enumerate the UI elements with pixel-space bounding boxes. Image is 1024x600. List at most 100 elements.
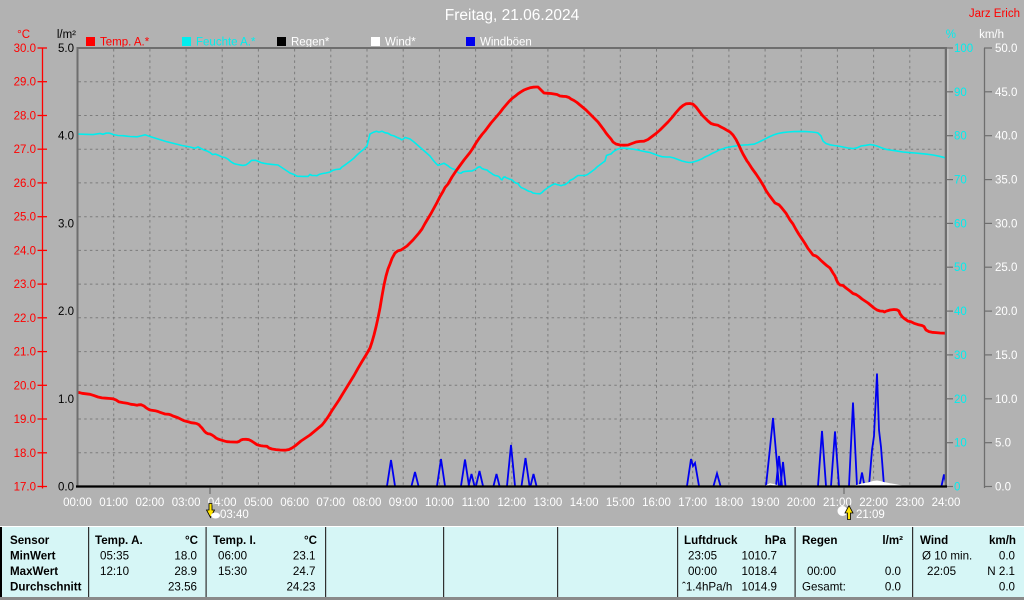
svg-text:l/m²: l/m² [882, 534, 903, 547]
svg-text:13:00: 13:00 [534, 497, 563, 509]
svg-text:28.9: 28.9 [174, 565, 197, 578]
svg-text:4.0: 4.0 [58, 131, 74, 143]
svg-text:17.0: 17.0 [14, 482, 36, 494]
svg-text:90: 90 [954, 87, 967, 99]
svg-text:24.0: 24.0 [14, 245, 36, 257]
svg-text:°C: °C [185, 534, 199, 547]
svg-text:Temp. I.: Temp. I. [213, 534, 256, 547]
svg-text:70: 70 [954, 175, 967, 187]
svg-text:%: % [946, 29, 956, 41]
svg-text:hPa: hPa [765, 534, 787, 547]
svg-text:22:00: 22:00 [859, 497, 888, 509]
svg-text:21:00: 21:00 [823, 497, 852, 509]
svg-text:0.0: 0.0 [885, 581, 901, 594]
svg-text:Sensor: Sensor [10, 534, 50, 547]
svg-text:0.0: 0.0 [999, 581, 1015, 594]
svg-text:Gesamt:: Gesamt: [802, 581, 846, 594]
svg-text:Ø 10 min.: Ø 10 min. [922, 550, 972, 563]
svg-text:10: 10 [954, 438, 967, 450]
svg-text:23.1: 23.1 [293, 550, 316, 563]
svg-text:Temp. A.*: Temp. A.* [100, 37, 150, 49]
svg-text:0: 0 [954, 482, 960, 494]
svg-text:06:00: 06:00 [218, 550, 247, 563]
svg-text:0.0: 0.0 [995, 482, 1011, 494]
svg-text:24.7: 24.7 [293, 565, 316, 578]
svg-text:28.0: 28.0 [14, 111, 36, 123]
svg-text:18.0: 18.0 [14, 448, 36, 460]
svg-text:N 2.1: N 2.1 [987, 565, 1015, 578]
svg-text:1010.7: 1010.7 [742, 550, 777, 563]
svg-text:23.56: 23.56 [168, 581, 197, 594]
svg-text:°C: °C [17, 29, 30, 41]
svg-text:05:35: 05:35 [100, 550, 129, 563]
svg-text:15:00: 15:00 [606, 497, 635, 509]
svg-text:17:00: 17:00 [678, 497, 707, 509]
svg-text:20.0: 20.0 [14, 380, 36, 392]
svg-text:35.0: 35.0 [995, 175, 1017, 187]
svg-text:20:00: 20:00 [787, 497, 816, 509]
svg-text:23:00: 23:00 [895, 497, 924, 509]
svg-text:26.0: 26.0 [14, 178, 36, 190]
svg-text:23:05: 23:05 [688, 550, 717, 563]
svg-text:21.0: 21.0 [14, 347, 36, 359]
svg-text:16:00: 16:00 [642, 497, 671, 509]
svg-text:30.0: 30.0 [14, 43, 36, 55]
svg-text:12:10: 12:10 [100, 565, 129, 578]
svg-text:1.0: 1.0 [58, 394, 74, 406]
svg-text:Jarz Erich: Jarz Erich [969, 8, 1020, 20]
svg-text:40: 40 [954, 306, 967, 318]
svg-text:100: 100 [954, 43, 973, 55]
svg-text:0.0: 0.0 [999, 550, 1015, 563]
svg-text:Luftdruck: Luftdruck [684, 534, 738, 547]
svg-text:24.23: 24.23 [286, 581, 315, 594]
svg-text:50.0: 50.0 [995, 43, 1017, 55]
svg-text:Feuchte A.*: Feuchte A.* [196, 37, 256, 49]
svg-text:l/m²: l/m² [57, 29, 76, 41]
svg-text:Durchschnitt: Durchschnitt [10, 581, 82, 594]
svg-text:1014.9: 1014.9 [742, 581, 777, 594]
svg-text:06:00: 06:00 [280, 497, 309, 509]
svg-text:45.0: 45.0 [995, 87, 1017, 99]
svg-text:03:40: 03:40 [220, 509, 249, 521]
svg-text:15.0: 15.0 [995, 350, 1017, 362]
svg-text:19.0: 19.0 [14, 414, 36, 426]
svg-text:Wind: Wind [920, 534, 948, 547]
svg-text:Temp. A.: Temp. A. [95, 534, 143, 547]
svg-text:Regen: Regen [802, 534, 837, 547]
svg-text:60: 60 [954, 218, 967, 230]
svg-text:12:00: 12:00 [497, 497, 526, 509]
svg-text:11:00: 11:00 [462, 497, 490, 509]
svg-text:09:00: 09:00 [389, 497, 418, 509]
svg-text:18.0: 18.0 [174, 550, 197, 563]
svg-text:Regen*: Regen* [291, 37, 330, 49]
svg-text:25.0: 25.0 [14, 212, 36, 224]
svg-text:14:00: 14:00 [570, 497, 599, 509]
svg-text:08:00: 08:00 [353, 497, 382, 509]
svg-text:18:00: 18:00 [715, 497, 744, 509]
svg-text:1018.4: 1018.4 [742, 565, 778, 578]
svg-text:10.0: 10.0 [995, 394, 1017, 406]
svg-text:23.0: 23.0 [14, 279, 36, 291]
svg-text:20: 20 [954, 394, 967, 406]
svg-text:22.0: 22.0 [14, 313, 36, 325]
svg-text:24:00: 24:00 [932, 497, 961, 509]
svg-text:07:00: 07:00 [316, 497, 345, 509]
svg-text:02:00: 02:00 [136, 497, 165, 509]
svg-text:00:00: 00:00 [688, 565, 717, 578]
svg-text:15:30: 15:30 [218, 565, 247, 578]
svg-text:3.0: 3.0 [58, 218, 74, 230]
svg-text:MinWert: MinWert [10, 550, 56, 563]
svg-text:00:00: 00:00 [807, 565, 836, 578]
svg-text:5.0: 5.0 [58, 43, 74, 55]
svg-text:Windböen: Windböen [480, 37, 532, 49]
svg-text:27.0: 27.0 [14, 144, 36, 156]
svg-text:10:00: 10:00 [425, 497, 454, 509]
svg-text:20.0: 20.0 [995, 306, 1017, 318]
svg-text:00:00: 00:00 [63, 497, 92, 509]
svg-text:40.0: 40.0 [995, 131, 1017, 143]
svg-text:29.0: 29.0 [14, 77, 36, 89]
svg-text:0.0: 0.0 [58, 482, 74, 494]
svg-text:5.0: 5.0 [995, 438, 1011, 450]
svg-text:°C: °C [304, 534, 318, 547]
svg-text:30: 30 [954, 350, 967, 362]
